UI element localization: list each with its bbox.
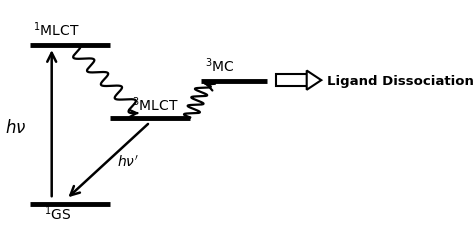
- Polygon shape: [276, 75, 307, 87]
- Text: $h\nu$: $h\nu$: [5, 118, 26, 136]
- Text: Ligand Dissociation: Ligand Dissociation: [327, 74, 474, 87]
- Text: $^3$MC: $^3$MC: [205, 57, 234, 75]
- Text: $h\nu'$: $h\nu'$: [117, 154, 139, 169]
- Text: $^3$MLCT: $^3$MLCT: [132, 95, 178, 114]
- Text: $^1$MLCT: $^1$MLCT: [34, 20, 80, 39]
- Text: $^1$GS: $^1$GS: [45, 203, 72, 222]
- Polygon shape: [307, 71, 321, 90]
